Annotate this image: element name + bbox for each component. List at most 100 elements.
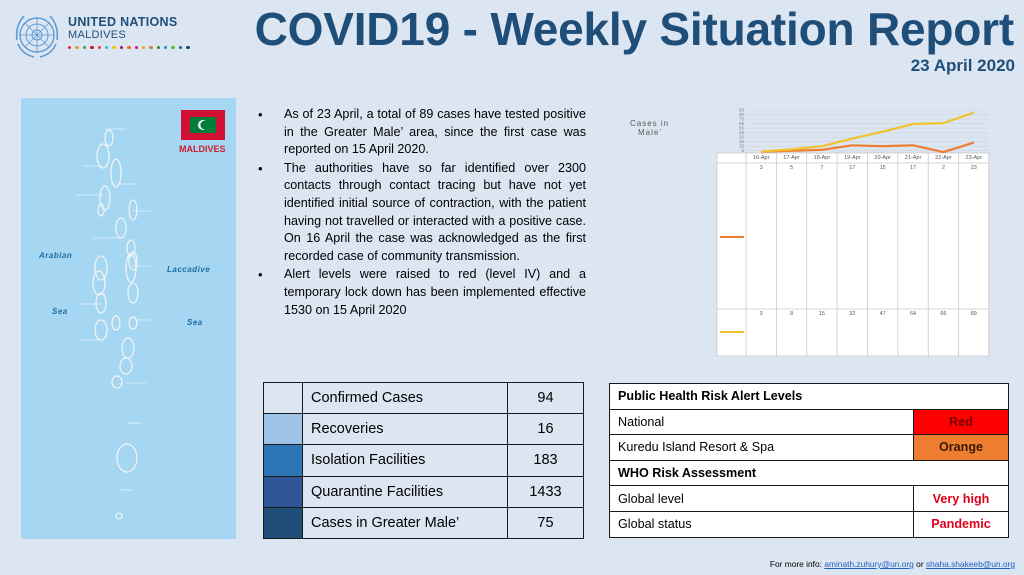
data-table-value: 23 [971,165,977,171]
x-tick-label: 20-Apr [874,155,891,161]
alert-row: Kuredu Island Resort & Spa Orange [609,434,1009,461]
stats-label: Cases in Greater Male’ [302,506,508,539]
stats-value: 1433 [507,475,584,508]
y-tick-label: 5 [741,148,744,153]
chart-title: Male’ [638,128,662,137]
alert-value: Pandemic [913,510,1009,538]
stats-table: Confirmed Cases 94 Recoveries 16 Isolati… [263,381,584,539]
report-date: 23 April 2020 [910,56,1015,75]
data-table-value: 66 [940,311,946,317]
alert-row: Global level Very high [609,485,1009,512]
map-label-laccadive: Laccadive [167,265,211,274]
stats-value: 16 [507,413,584,446]
data-table-value: 64 [910,311,916,317]
sdg-dots [68,46,190,50]
email-link-1[interactable]: aminath.zuhury@un.org [824,559,914,569]
who-heading: WHO Risk Assessment [609,459,1009,487]
data-table-value: 17 [910,165,916,171]
report-title: COVID19 - Weekly Situation Report [254,3,1015,55]
x-tick-label: 17-Apr [783,155,800,161]
stats-value: 75 [507,506,584,539]
data-table-value: 15 [819,311,825,317]
maldives-flag-icon [181,110,225,140]
alert-label: Global status [609,510,914,538]
org-sub: MALDIVES [68,29,127,41]
map-country-label: MALDIVES [179,144,226,154]
y-tick-label: 85 [739,112,745,117]
footer-contact: For more info: aminath.zuhury@un.org or … [770,559,1015,569]
email-link-2[interactable]: shaha.shakeeb@un.org [925,559,1015,569]
stats-swatch [263,413,303,446]
alert-value: Orange [913,434,1009,461]
footer-prefix: For more info: [769,559,825,569]
bullet-item: As of 23 April, a total of 89 cases have… [258,106,586,159]
un-logo: UNITED NATIONS MALDIVES [12,10,190,58]
alerts-table: Public Health Risk Alert Levels National… [609,383,1009,538]
stats-label: Recoveries [302,413,508,446]
x-tick-label: 16-Apr [753,155,770,161]
data-table-value: 17 [849,165,855,171]
data-table-value: 7 [820,165,823,171]
footer-or: or [913,559,926,569]
alert-value: Very high [913,485,1009,512]
bullet-item: Alert levels were raised to red (level I… [258,266,586,319]
atolls-graphic [76,128,151,520]
stats-row: Confirmed Cases 94 [263,381,584,415]
stats-row: Cases in Greater Male’ 75 [263,506,584,539]
data-table-value: 3 [760,165,763,171]
map-label-arabian: Arabian [39,251,73,260]
alert-value: Red [913,408,1009,436]
data-table-value: 89 [971,311,977,317]
phrl-heading: Public Health Risk Alert Levels [609,383,1009,410]
data-table-value: 32 [849,311,855,317]
y-tick-label: 95 [739,108,745,113]
data-table-value: 47 [880,311,886,317]
data-table-frame [716,152,990,357]
stats-swatch [263,381,303,415]
x-tick-label: 22-Apr [935,155,952,161]
stats-label: Quarantine Facilities [302,475,508,508]
chart-title: Cases in [630,119,669,128]
alert-row: National Red [609,408,1009,436]
y-tick-label: 55 [739,126,745,131]
x-tick-label: 18-Apr [814,155,831,161]
y-tick-label: 15 [739,144,745,149]
maldives-map: MALDIVES Arabian Sea Laccadive Sea [21,98,236,539]
data-table-value: 5 [790,165,793,171]
y-tick-label: 45 [739,130,745,135]
x-tick-label: 19-Apr [844,155,861,161]
stats-label: Confirmed Cases [302,381,508,415]
bullet-item: The authorities have so far identified o… [258,160,586,266]
data-table-value: 2 [942,165,945,171]
stats-swatch [263,475,303,508]
stats-swatch [263,444,303,477]
x-tick-label: 23-Apr [966,155,983,161]
alert-label: National [609,408,914,436]
alert-label: Kuredu Island Resort & Spa [609,434,914,461]
series-line [761,111,975,153]
y-tick-label: 35 [739,135,745,140]
org-name: UNITED NATIONS [68,15,178,29]
alert-label: Global level [609,485,914,512]
data-table-value: 8 [790,311,793,317]
y-tick-label: 75 [739,117,745,122]
series-line [761,141,975,154]
stats-value: 183 [507,444,584,477]
y-tick-label: 65 [739,121,745,126]
map-label-sea-west: Sea [52,307,68,316]
situation-bullets: As of 23 April, a total of 89 cases have… [258,106,586,320]
stats-row: Isolation Facilities 183 [263,444,584,477]
data-table-value: 15 [880,165,886,171]
alert-row: Global status Pandemic [609,510,1009,538]
data-table-value: 3 [760,311,763,317]
x-tick-label: 21-Apr [905,155,922,161]
map-label-sea-east: Sea [187,318,203,327]
stats-row: Recoveries 16 [263,413,584,446]
stats-label: Isolation Facilities [302,444,508,477]
stats-row: Quarantine Facilities 1433 [263,475,584,508]
stats-value: 94 [507,381,584,415]
y-tick-label: 25 [739,139,745,144]
un-emblem-icon [15,15,59,58]
stats-swatch [263,506,303,539]
